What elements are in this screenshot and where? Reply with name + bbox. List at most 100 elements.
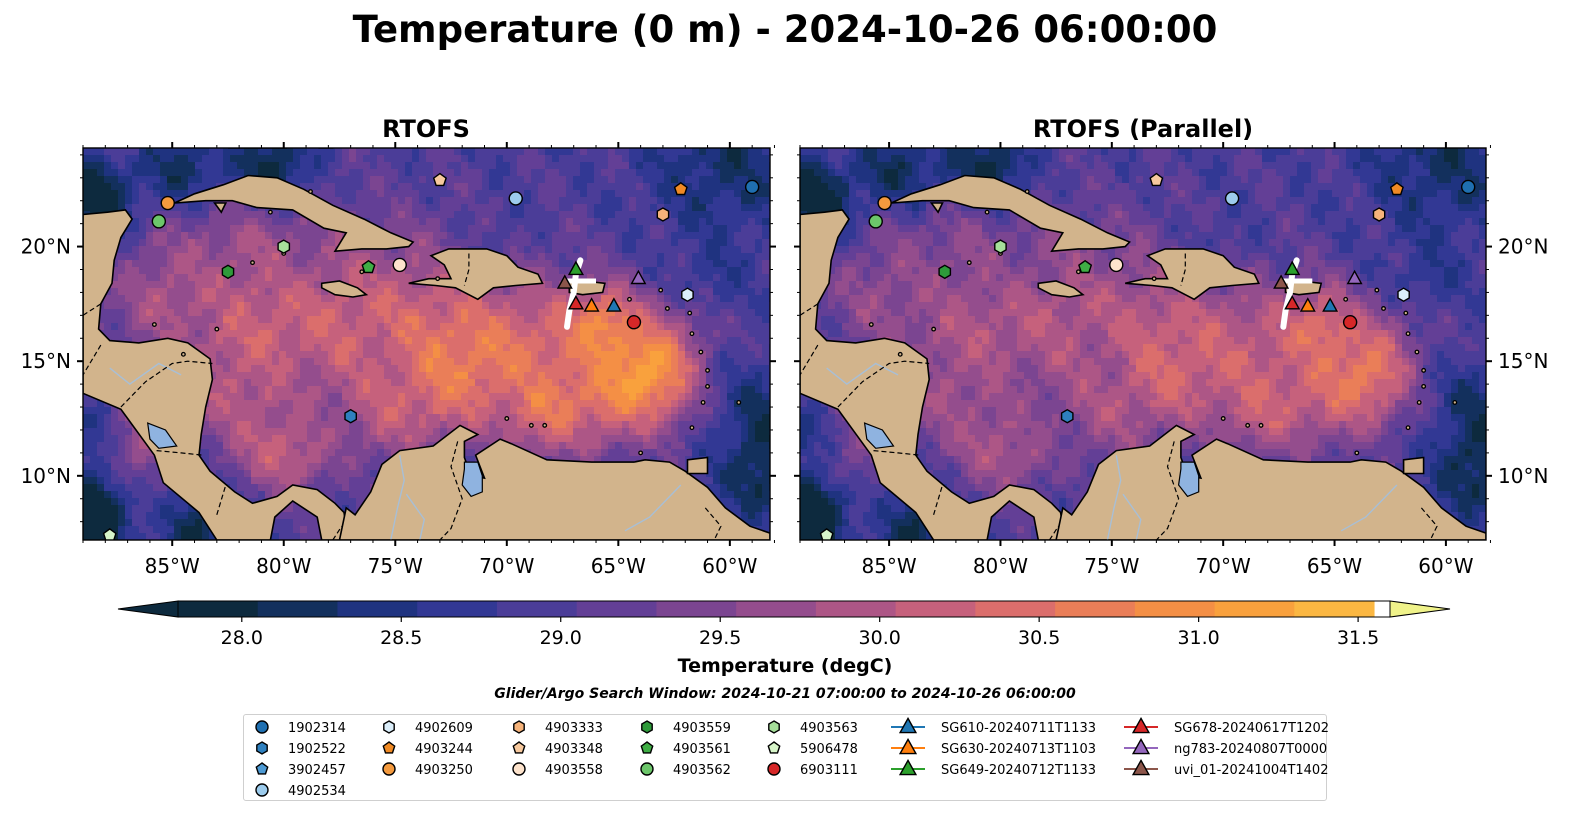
temperature-cell: [510, 337, 518, 345]
temperature-cell: [279, 365, 287, 373]
temperature-cell: [223, 414, 231, 422]
temperature-cell: [370, 246, 378, 254]
temperature-cell: [587, 148, 595, 156]
temperature-cell: [545, 190, 553, 198]
temperature-cell: [601, 204, 609, 212]
temperature-cell: [97, 463, 105, 471]
temperature-cell: [447, 351, 455, 359]
temperature-cell: [328, 169, 336, 177]
temperature-cell: [265, 232, 273, 240]
temperature-cell: [97, 491, 105, 499]
temperature-cell: [685, 421, 693, 429]
temperature-cell: [566, 260, 574, 268]
temperature-cell: [118, 414, 126, 422]
temperature-cell: [748, 484, 756, 492]
temperature-cell: [482, 239, 490, 247]
temperature-cell: [552, 155, 560, 163]
temperature-cell: [356, 456, 364, 464]
temperature-cell: [692, 337, 700, 345]
temperature-cell: [727, 253, 735, 261]
temperature-cell: [377, 407, 385, 415]
temperature-cell: [531, 162, 539, 170]
temperature-cell: [636, 421, 644, 429]
temperature-cell: [195, 211, 203, 219]
temperature-cell: [265, 470, 273, 478]
temperature-cell: [251, 344, 259, 352]
temperature-cell: [657, 232, 665, 240]
temperature-cell: [300, 414, 308, 422]
temperature-cell: [762, 393, 770, 401]
temperature-cell: [426, 435, 434, 443]
temperature-cell: [349, 463, 357, 471]
temperature-cell: [391, 358, 399, 366]
temperature-cell: [510, 386, 518, 394]
temperature-cell: [524, 428, 532, 436]
temperature-cell: [489, 372, 497, 380]
temperature-cell: [433, 428, 441, 436]
temperature-cell: [363, 246, 371, 254]
temperature-cell: [90, 183, 98, 191]
temperature-cell: [580, 155, 588, 163]
temperature-cell: [615, 162, 623, 170]
temperature-cell: [251, 225, 259, 233]
temperature-cell: [188, 169, 196, 177]
temperature-cell: [307, 386, 315, 394]
temperature-cell: [363, 393, 371, 401]
temperature-cell: [440, 309, 448, 317]
temperature-cell: [489, 358, 497, 366]
temperature-cell: [181, 162, 189, 170]
temperature-cell: [384, 183, 392, 191]
temperature-cell: [335, 484, 343, 492]
temperature-cell: [181, 316, 189, 324]
temperature-cell: [384, 358, 392, 366]
temperature-cell: [678, 337, 686, 345]
temperature-cell: [139, 148, 147, 156]
temperature-cell: [706, 267, 714, 275]
temperature-cell: [461, 169, 469, 177]
temperature-cell: [363, 484, 371, 492]
temperature-cell: [342, 344, 350, 352]
temperature-cell: [328, 435, 336, 443]
temperature-cell: [573, 218, 581, 226]
temperature-cell: [377, 358, 385, 366]
temperature-cell: [755, 316, 763, 324]
temperature-cell: [195, 183, 203, 191]
temperature-cell: [181, 309, 189, 317]
temperature-cell: [405, 204, 413, 212]
temperature-cell: [692, 295, 700, 303]
temperature-cell: [279, 267, 287, 275]
temperature-cell: [699, 162, 707, 170]
temperature-cell: [713, 344, 721, 352]
temperature-cell: [678, 274, 686, 282]
temperature-cell: [237, 414, 245, 422]
temperature-cell: [587, 393, 595, 401]
temperature-cell: [251, 148, 259, 156]
temperature-cell: [580, 197, 588, 205]
temperature-cell: [265, 484, 273, 492]
temperature-cell: [146, 295, 154, 303]
temperature-cell: [314, 302, 322, 310]
temperature-cell: [601, 239, 609, 247]
temperature-cell: [748, 344, 756, 352]
temperature-cell: [503, 169, 511, 177]
temperature-cell: [181, 204, 189, 212]
temperature-cell: [461, 337, 469, 345]
temperature-cell: [685, 386, 693, 394]
temperature-cell: [517, 288, 525, 296]
temperature-cell: [678, 421, 686, 429]
temperature-cell: [230, 456, 238, 464]
temperature-cell: [258, 337, 266, 345]
temperature-cell: [244, 225, 252, 233]
temperature-cell: [727, 456, 735, 464]
temperature-cell: [342, 148, 350, 156]
temperature-cell: [594, 442, 602, 450]
temperature-cell: [146, 281, 154, 289]
temperature-cell: [629, 197, 637, 205]
temperature-cell: [195, 169, 203, 177]
temperature-cell: [573, 246, 581, 254]
temperature-cell: [580, 183, 588, 191]
temperature-cell: [594, 211, 602, 219]
temperature-cell: [223, 253, 231, 261]
temperature-cell: [587, 351, 595, 359]
temperature-cell: [419, 162, 427, 170]
